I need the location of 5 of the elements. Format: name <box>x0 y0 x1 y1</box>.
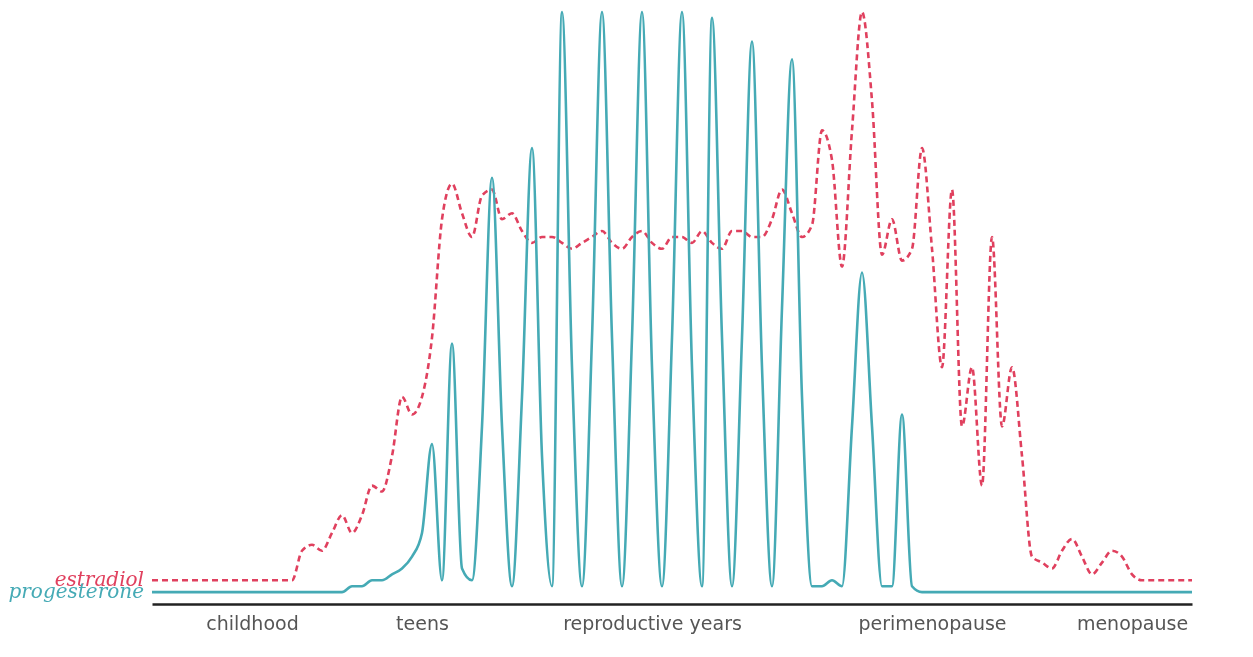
x-tick-label: menopause <box>1076 611 1189 634</box>
x-tick-label: perimenopause <box>858 611 1007 634</box>
x-tick-label: reproductive years <box>563 611 742 634</box>
x-tick-label: teens <box>396 611 449 634</box>
x-tick-label: childhood <box>206 611 299 634</box>
